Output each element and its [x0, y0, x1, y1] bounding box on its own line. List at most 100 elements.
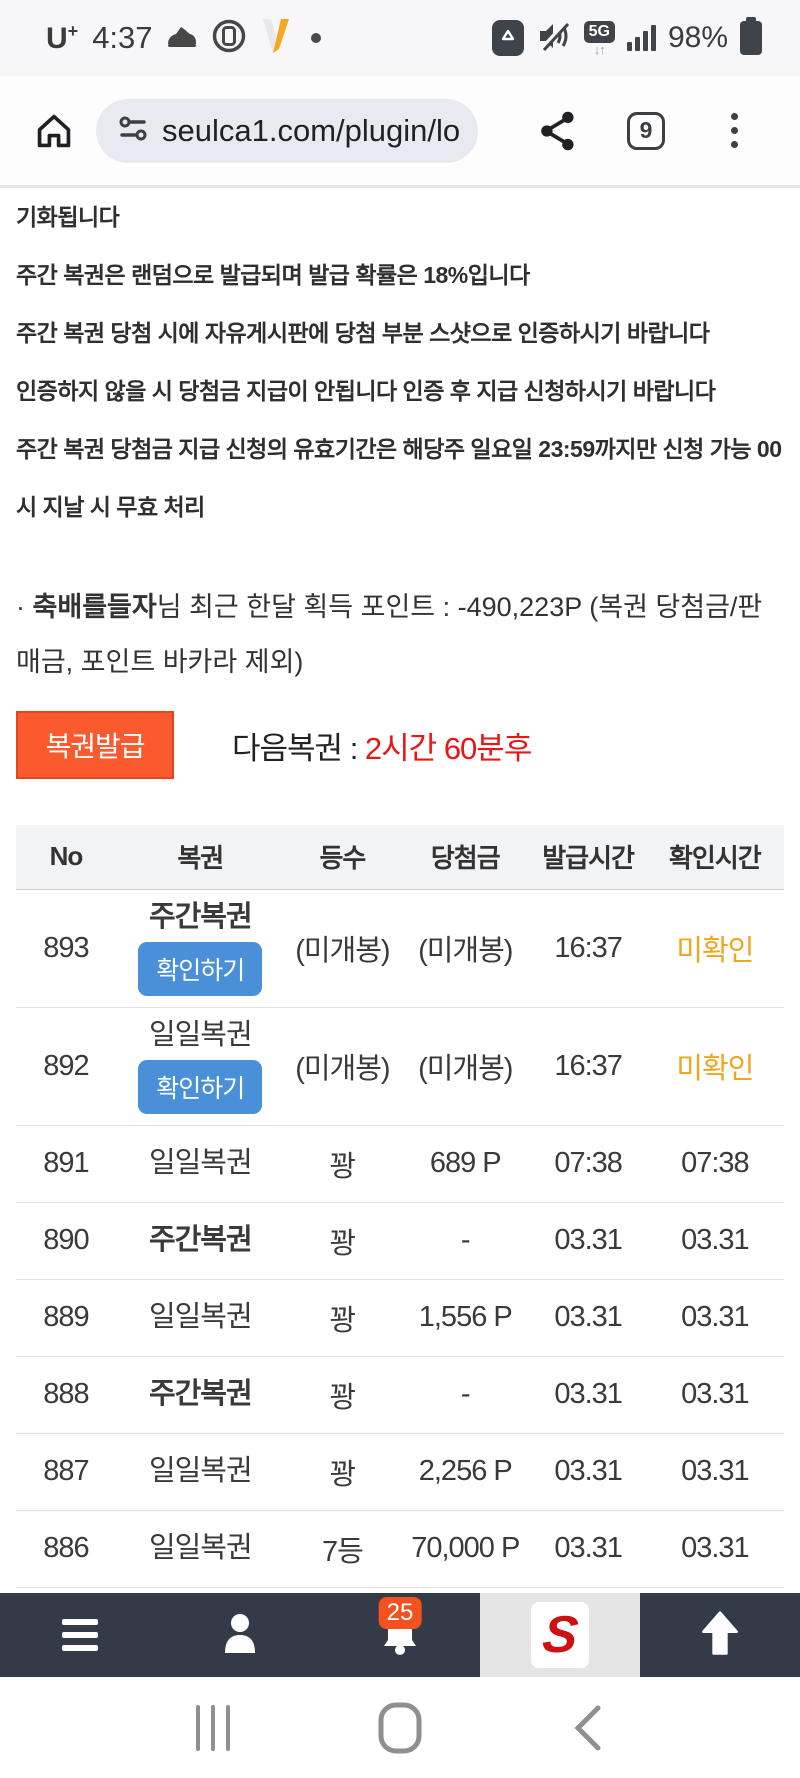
nav-scroll-top-button[interactable] [640, 1593, 800, 1677]
battery-icon [740, 17, 762, 55]
carrier-label: U+ [46, 20, 79, 55]
5g-network-icon: 5G ↓↑ [583, 20, 615, 56]
point-summary: · 축배를들자님 최근 한달 획득 포인트 : -490,223P (복권 당첨… [16, 592, 763, 677]
status-time: 4:37 [92, 20, 153, 55]
issue-row: 복권발급 다음복권 : 2시간 60분후 [16, 710, 784, 780]
cell-prize: - [399, 1356, 531, 1434]
cell-prize: 689 P [399, 1125, 531, 1203]
back-button[interactable] [537, 1702, 637, 1754]
cell-issued-time: 03.31 [530, 1356, 646, 1434]
cell-checked-time: 03.31 [645, 1202, 784, 1280]
lottery-name: 주간복권 [148, 901, 253, 934]
page-content: 기화됩니다 주간 복권은 랜덤으로 발급되며 발급 확률은 18%입니다 주간 복권… [0, 188, 800, 1593]
cell-no: 889 [16, 1279, 116, 1357]
cell-issued-time: 03.31 [530, 1433, 646, 1511]
notice-text: 주간 복권 당첨 시에 자유게시판에 당첨 부분 스샷으로 인증하시기 바랍니다 [16, 320, 710, 346]
cell-issued-time: 03.31 [530, 1279, 646, 1357]
notification-dot-icon [310, 33, 321, 43]
table-header-row: No 복권 등수 당첨금 발급시간 확인시간 [16, 825, 784, 890]
cell-lottery: 일일복권 [115, 1433, 285, 1511]
notice-list: 기화됩니다 주간 복권은 랜덤으로 발급되며 발급 확률은 18%입니다 주간 복권… [16, 188, 784, 536]
column-header: No [16, 825, 116, 890]
check-lottery-button[interactable]: 확인하기 [138, 941, 263, 996]
table-row: 887 일일복권 꽝 2,256 P 03.31 03.31 [16, 1433, 784, 1511]
cell-lottery: 주간복권 [115, 1202, 285, 1280]
share-button[interactable] [514, 110, 602, 152]
cell-lottery: 일일복권 [115, 1125, 285, 1203]
cell-no: 887 [16, 1433, 116, 1511]
lottery-name: 주간복권 [148, 1378, 253, 1411]
url-text: seulca1.com/plugin/lo [162, 112, 461, 148]
cell-rank: 꽝 [284, 1279, 400, 1357]
status-bar: U+ 4:37 5G ↓↑ [0, 0, 800, 76]
countdown-value: 2시간 60분후 [364, 730, 532, 766]
cell-issued-time: 07:38 [530, 1125, 646, 1203]
url-bar[interactable]: seulca1.com/plugin/lo [96, 98, 478, 163]
notification-badge: 25 [378, 1597, 422, 1629]
lottery-table: No 복권 등수 당첨금 발급시간 확인시간 893 주간복권 확인하기 (미개봉) (미개봉) 1… [16, 825, 784, 1588]
nav-site-logo-button[interactable]: S [480, 1593, 640, 1677]
cell-rank: 꽝 [284, 1125, 400, 1203]
cell-rank: (미개봉) [284, 1007, 400, 1126]
phone-circle-icon [211, 18, 247, 59]
v-app-icon [259, 17, 293, 60]
lottery-name: 일일복권 [148, 1455, 253, 1488]
nav-profile-button[interactable] [160, 1593, 320, 1677]
recents-button[interactable] [163, 1704, 263, 1751]
cell-checked-time: 03.31 [645, 1279, 784, 1357]
cell-issued-time: 16:37 [530, 889, 646, 1008]
cell-lottery: 일일복권 [115, 1510, 285, 1588]
column-header: 등수 [284, 825, 400, 890]
table-row: 893 주간복권 확인하기 (미개봉) (미개봉) 16:37 미확인 [16, 889, 784, 1008]
cell-prize: 1,556 P [399, 1279, 531, 1357]
cell-no: 890 [16, 1202, 116, 1280]
tab-count: 9 [627, 111, 665, 150]
browser-toolbar: seulca1.com/plugin/lo 9 [0, 76, 800, 188]
cell-checked-time: 03.31 [645, 1510, 784, 1588]
home-button[interactable] [26, 110, 82, 152]
issue-lottery-button[interactable]: 복권발급 [16, 711, 174, 779]
notice-text: 주간 복권 당첨금 지급 신청의 유효기간은 해당주 일요일 23:59까지만 … [16, 436, 782, 520]
cell-issued-time: 03.31 [530, 1510, 646, 1588]
table-row: 889 일일복권 꽝 1,556 P 03.31 03.31 [16, 1279, 784, 1357]
cell-no: 888 [16, 1356, 116, 1434]
table-row: 888 주간복권 꽝 -03.31 03.31 [16, 1356, 784, 1434]
cell-rank: 꽝 [284, 1433, 400, 1511]
cell-lottery: 주간복권 [115, 1356, 285, 1434]
table-row: 886 일일복권 7등 70,000 P 03.31 03.31 [16, 1510, 784, 1588]
menu-button[interactable] [690, 113, 778, 148]
cell-lottery: 일일복권 확인하기 [115, 1007, 285, 1126]
tab-switcher-button[interactable]: 9 [602, 111, 690, 150]
column-header: 발급시간 [530, 825, 646, 890]
cell-checked-time: 미확인 [645, 1007, 784, 1126]
table-row: 890 주간복권 꽝 -03.31 03.31 [16, 1202, 784, 1280]
back-icon [574, 1705, 601, 1750]
cell-rank: (미개봉) [284, 889, 400, 1008]
site-logo: S [531, 1602, 589, 1668]
cell-issued-time: 03.31 [530, 1202, 646, 1280]
cell-no: 891 [16, 1125, 116, 1203]
username: 축배를들자 [32, 592, 157, 622]
cell-checked-time: 03.31 [645, 1356, 784, 1434]
nav-menu-button[interactable] [0, 1593, 160, 1677]
hamburger-icon [62, 1619, 98, 1651]
nav-notifications-button[interactable]: 25 [320, 1593, 480, 1677]
mute-icon [536, 19, 572, 58]
shoe-notification-icon [165, 21, 199, 56]
signal-strength-icon [626, 25, 656, 51]
android-home-icon [378, 1702, 422, 1753]
android-home-button[interactable] [350, 1701, 450, 1755]
column-header: 당첨금 [399, 825, 531, 890]
cell-checked-time: 07:38 [645, 1125, 784, 1203]
person-icon [217, 1609, 263, 1662]
arrow-up-icon [698, 1610, 742, 1661]
bottom-nav: 25 S [0, 1593, 800, 1677]
cell-prize: 2,256 P [399, 1433, 531, 1511]
cell-rank: 7등 [284, 1510, 400, 1588]
check-lottery-button[interactable]: 확인하기 [138, 1059, 263, 1114]
lottery-name: 일일복권 [148, 1532, 253, 1565]
site-settings-icon[interactable] [116, 111, 150, 150]
battery-percent: 98% [667, 21, 728, 54]
cell-no: 886 [16, 1510, 116, 1588]
